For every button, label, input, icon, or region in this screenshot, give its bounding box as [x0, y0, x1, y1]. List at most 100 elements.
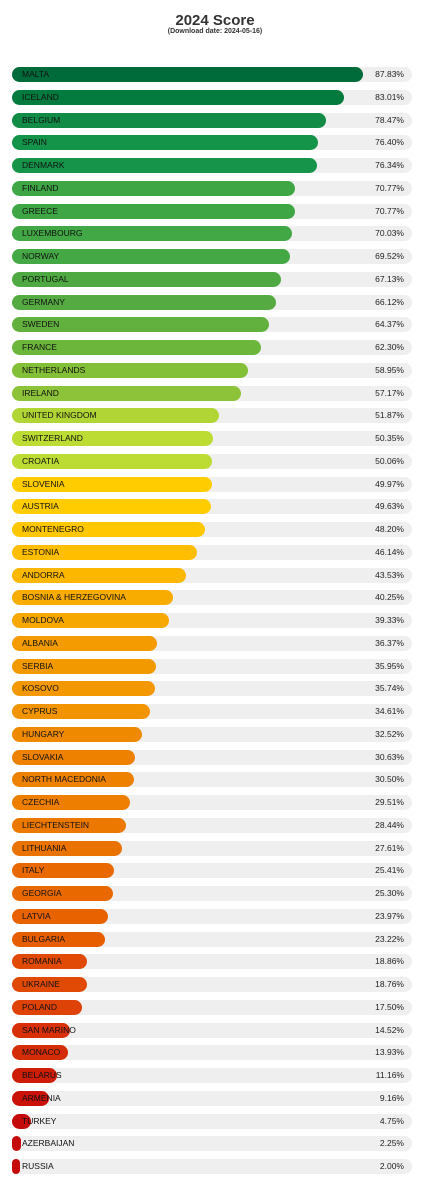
category-label: MOLDOVA [22, 615, 64, 625]
value-label: 34.61% [375, 706, 404, 716]
bar-row: CROATIA 50.06% [12, 453, 412, 469]
category-label: LUXEMBOURG [22, 228, 83, 239]
bar [12, 294, 277, 310]
value-label: 49.97% [375, 478, 404, 489]
bar-track [12, 1113, 412, 1129]
bar-row: LIECHTENSTEIN 28.44% [12, 817, 412, 833]
bar [12, 635, 158, 651]
bar [12, 453, 213, 469]
bar [12, 158, 318, 173]
bar-track [12, 931, 412, 947]
value-label: 23.22% [375, 933, 404, 944]
category-label: MALTA [22, 69, 50, 79]
bar-row: AZERBAIJAN 2.25% [12, 1136, 412, 1152]
category-label: SWEDEN [22, 319, 60, 330]
bar-row: ICELAND 83.01% [12, 89, 412, 105]
bar-row: BOSNIA & HERZEGOVINA 40.25% [12, 590, 412, 606]
value-label: 4.75% [379, 1115, 404, 1126]
bar-row: NORTH MACEDONIA 30.50% [12, 772, 412, 788]
bar-row: HUNGARY 32.52% [12, 726, 412, 742]
category-label: CROATIA [22, 455, 60, 466]
bar [12, 89, 345, 105]
bar-row: KOSOVO 35.74% [12, 681, 412, 697]
bar-row: ALBANIA 36.37% [12, 635, 412, 651]
category-label: SLOVAKIA [22, 751, 64, 762]
bar [12, 522, 205, 537]
bar-track [12, 1022, 412, 1038]
chart-title: 2024 Score [175, 12, 255, 29]
bar [12, 1045, 68, 1061]
bar [12, 1159, 20, 1174]
value-label: 11.16% [375, 1070, 404, 1080]
value-label: 76.34% [375, 160, 404, 170]
bar-row: SPAIN 76.40% [12, 135, 412, 151]
bar-row: DENMARK 76.34% [12, 158, 412, 173]
bar-row: GERMANY 66.12% [12, 294, 412, 310]
bar-row: IRELAND 57.17% [12, 385, 412, 401]
category-label: MONTENEGRO [22, 524, 84, 534]
bar-row: ARMENIA 9.16% [12, 1090, 412, 1106]
value-label: 83.01% [375, 91, 404, 102]
value-label: 9.16% [379, 1092, 404, 1103]
bar-row: SLOVENIA 49.97% [12, 476, 412, 492]
bar [12, 567, 187, 583]
bar [12, 67, 364, 82]
bar-track [12, 954, 412, 970]
value-label: 48.20% [375, 524, 404, 534]
bar-row: MONACO 13.93% [12, 1045, 412, 1061]
bar [12, 908, 108, 924]
bar-row: FRANCE 62.30% [12, 340, 412, 355]
bar-row: PORTUGAL 67.13% [12, 271, 412, 287]
value-label: 36.37% [375, 637, 404, 648]
bar [12, 749, 135, 765]
category-label: CYPRUS [22, 706, 58, 716]
category-label: KOSOVO [22, 683, 59, 694]
value-label: 66.12% [375, 296, 404, 307]
category-label: BELARUS [22, 1070, 62, 1080]
category-label: CZECHIA [22, 797, 60, 807]
bar-track [12, 977, 412, 992]
bar [12, 499, 211, 515]
value-label: 51.87% [375, 410, 404, 421]
value-label: 14.52% [375, 1024, 404, 1035]
value-label: 13.93% [375, 1047, 404, 1058]
value-label: 78.47% [375, 114, 404, 125]
category-label: ITALY [22, 865, 45, 876]
category-label: ESTONIA [22, 546, 60, 557]
category-label: GEORGIA [22, 888, 62, 898]
bar-track [12, 1045, 412, 1061]
value-label: 87.83% [375, 69, 404, 79]
category-label: AZERBAIJAN [22, 1138, 75, 1149]
bar [12, 112, 326, 128]
bar-row: FINLAND 70.77% [12, 180, 412, 196]
value-label: 29.51% [375, 797, 404, 807]
chart-subtitle: (Download date: 2024-05-16) [167, 28, 263, 35]
bar [12, 203, 296, 219]
category-label: BELGIUM [22, 114, 61, 125]
category-label: UKRAINE [22, 979, 60, 989]
bar-row: ANDORRA 43.53% [12, 567, 412, 583]
category-label: AUSTRIA [22, 501, 59, 512]
bar [12, 431, 214, 446]
bar [12, 476, 212, 492]
category-label: LITHUANIA [22, 842, 67, 853]
value-label: 17.50% [375, 1001, 404, 1012]
bar [12, 340, 262, 355]
bar-row: RUSSIA 2.00% [12, 1159, 412, 1174]
value-label: 25.30% [375, 888, 404, 898]
bar [12, 817, 126, 833]
category-label: GREECE [22, 205, 58, 216]
value-label: 70.03% [375, 228, 404, 239]
category-label: LATVIA [22, 910, 51, 921]
value-label: 2.00% [379, 1161, 404, 1171]
category-label: FRANCE [22, 342, 57, 352]
bar-row: UNITED KINGDOM 51.87% [12, 408, 412, 424]
bar-row: BELARUS 11.16% [12, 1068, 412, 1083]
bar-track [12, 1068, 412, 1083]
category-label: PORTUGAL [22, 273, 69, 284]
value-label: 28.44% [375, 819, 404, 830]
bar [12, 135, 318, 151]
value-label: 49.63% [375, 501, 404, 512]
bar [12, 1068, 57, 1083]
